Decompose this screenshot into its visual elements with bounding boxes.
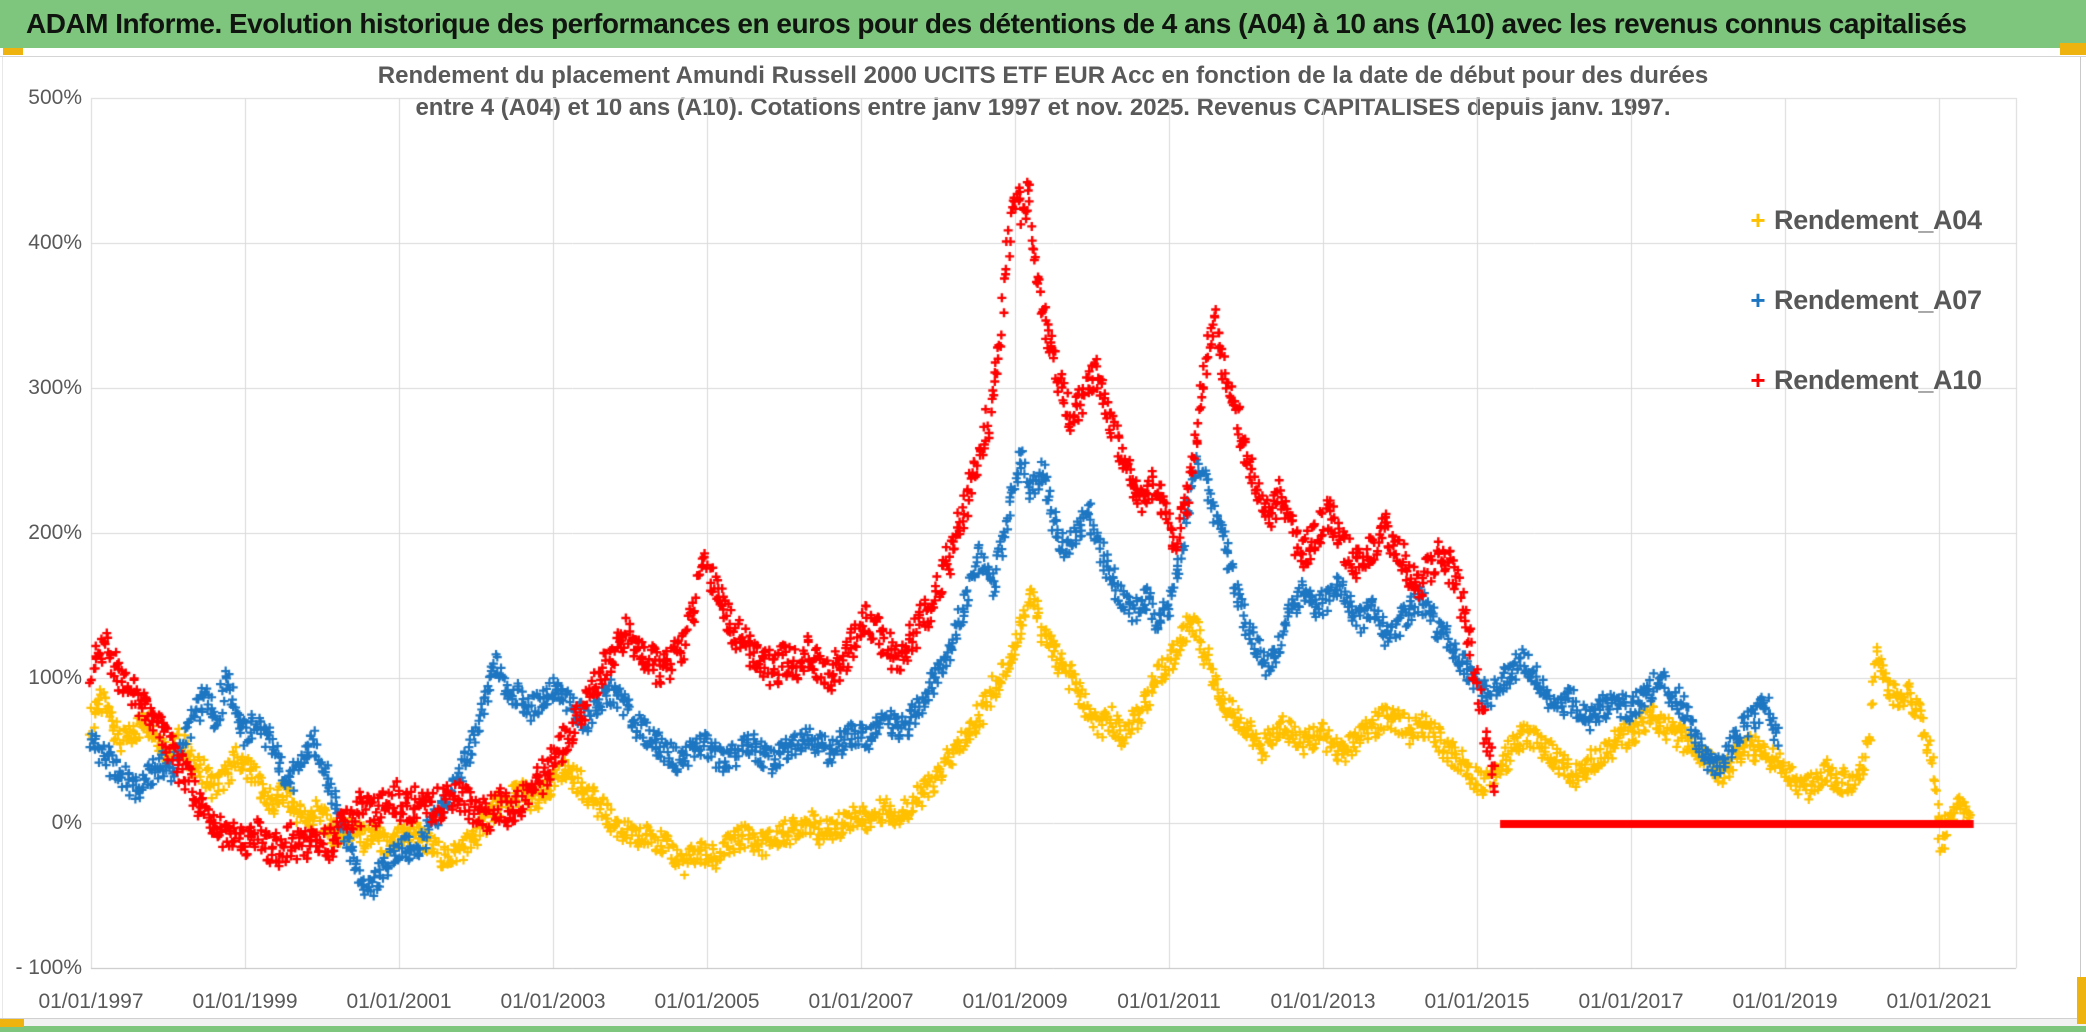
y-tick-label: 400% [28,231,82,254]
plus-marker-icon: + [1750,365,1766,395]
gold-accent-bottom-right [2077,977,2086,1024]
footer-green-strip [0,1026,2086,1032]
y-tick-label: 300% [28,376,82,399]
x-tick-label: 01/01/1997 [38,990,144,1013]
x-tick-label: 01/01/2015 [1424,990,1530,1013]
x-tick-label: 01/01/2007 [808,990,914,1013]
x-tick-label: 01/01/2009 [962,990,1068,1013]
legend-label: Rendement_A07 [1774,284,1982,315]
x-tick-label: 01/01/2005 [654,990,760,1013]
x-tick-label: 01/01/2017 [1578,990,1684,1013]
gold-accent-bottom-left [0,1019,24,1027]
legend-label: Rendement_A04 [1774,204,1982,235]
legend-item-rendement-a10[interactable]: + Rendement_A10 [1742,358,1982,402]
legend-item-rendement-a07[interactable]: + Rendement_A07 [1742,278,1982,322]
plus-marker-icon: + [1750,205,1766,235]
legend-label: Rendement_A10 [1774,364,1982,395]
x-tick-label: 01/01/2001 [346,990,452,1013]
bottom-band [0,1018,2086,1027]
x-tick-label: 01/01/2003 [500,990,606,1013]
x-tick-label: 01/01/1999 [192,990,298,1013]
plus-marker-icon: + [1750,285,1766,315]
legend-item-rendement-a04[interactable]: + Rendement_A04 [1742,198,1982,242]
y-tick-label: 100% [28,666,82,689]
y-tick-label: 200% [28,521,82,544]
y-tick-label: 500% [28,86,82,109]
x-tick-label: 01/01/2019 [1732,990,1838,1013]
x-tick-label: 01/01/2011 [1117,990,1221,1013]
y-tick-label: 0% [51,811,82,834]
x-tick-label: 01/01/2013 [1270,990,1376,1013]
y-tick-label: - 100% [15,956,82,979]
x-tick-label: 01/01/2021 [1886,990,1992,1013]
